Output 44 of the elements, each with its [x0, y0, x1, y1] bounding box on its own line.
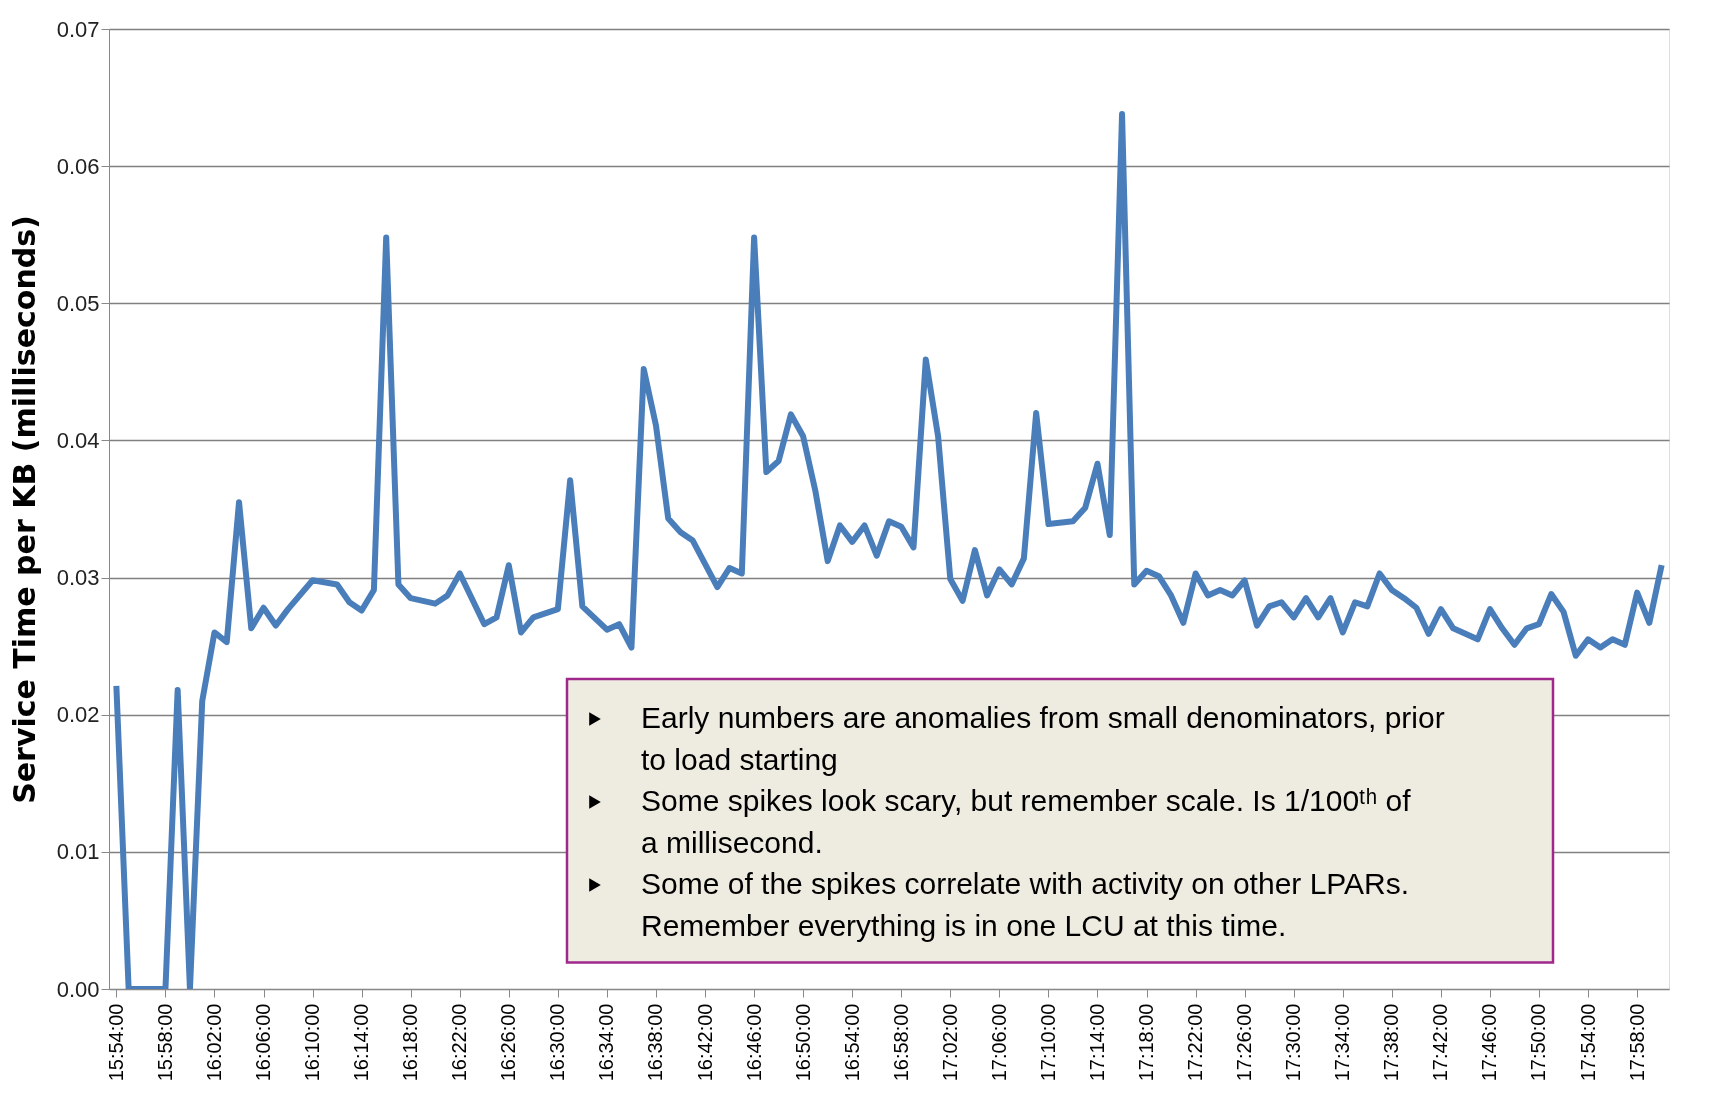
x-tick-label: 16:50:00: [791, 1003, 814, 1082]
x-tick-label: 17:38:00: [1380, 1003, 1403, 1082]
x-tick-label: 16:06:00: [252, 1003, 275, 1082]
y-tick-label: 0.07: [56, 16, 100, 42]
x-tick-label: 16:14:00: [350, 1003, 373, 1082]
x-tick-label: 17:02:00: [938, 1003, 961, 1082]
x-tick-label: 15:58:00: [153, 1003, 176, 1082]
x-tick-label: 16:58:00: [889, 1003, 912, 1082]
x-tick-label: 16:26:00: [497, 1003, 520, 1082]
x-tick-label: 16:02:00: [202, 1003, 225, 1082]
x-tick-label: 17:22:00: [1184, 1003, 1207, 1082]
annotation: Some of the spikes correlate with activity on other LPARs. Remember everything is in one LCU at this time.: [641, 867, 1410, 942]
y-axis-title: Service Time per KB (milliseconds): [6, 215, 42, 804]
x-tick-label: 16:54:00: [840, 1003, 863, 1082]
annotation: Some spikes look scary, but remember scale. Is 1/100ᵗʰ of a millisecond.: [641, 784, 1412, 859]
x-tick-label: 17:58:00: [1625, 1003, 1648, 1082]
y-tick-label: 0.06: [56, 153, 100, 179]
x-tick-label: 16:10:00: [301, 1003, 324, 1082]
x-tick-label: 16:18:00: [399, 1003, 422, 1082]
x-tick-label: 16:30:00: [546, 1003, 569, 1082]
x-tick-label: 16:34:00: [595, 1003, 618, 1082]
annotation: Early numbers are anomalies from small denominators, prior to load starting: [641, 701, 1445, 776]
x-tick-label: 17:46:00: [1478, 1003, 1501, 1082]
y-tick-label: 0.03: [56, 565, 100, 591]
x-tick-label: 17:06:00: [987, 1003, 1010, 1082]
x-tick-label: 17:30:00: [1282, 1003, 1305, 1082]
x-tick-label: 17:54:00: [1576, 1003, 1599, 1082]
y-tick-label: 0.04: [56, 427, 100, 453]
x-tick-label: 16:42:00: [693, 1003, 716, 1082]
x-tick-label: 16:38:00: [644, 1003, 667, 1082]
x-tick-label: 15:54:00: [104, 1003, 127, 1082]
x-tick-label: 17:34:00: [1331, 1003, 1354, 1082]
y-tick-label: 0.05: [56, 290, 100, 316]
x-tick-label: 17:14:00: [1085, 1003, 1108, 1082]
y-tick-label: 0.00: [56, 976, 100, 1002]
y-tick-label: 0.01: [56, 839, 100, 865]
y-tick-label: 0.02: [56, 702, 100, 728]
x-tick-label: 17:42:00: [1429, 1003, 1452, 1082]
x-tick-label: 16:22:00: [448, 1003, 471, 1082]
x-tick-label: 17:10:00: [1036, 1003, 1059, 1082]
x-tick-label: 17:50:00: [1527, 1003, 1550, 1082]
x-tick-label: 17:18:00: [1135, 1003, 1158, 1082]
x-tick-label: 16:46:00: [742, 1003, 765, 1082]
x-tick-label: 17:26:00: [1233, 1003, 1256, 1082]
